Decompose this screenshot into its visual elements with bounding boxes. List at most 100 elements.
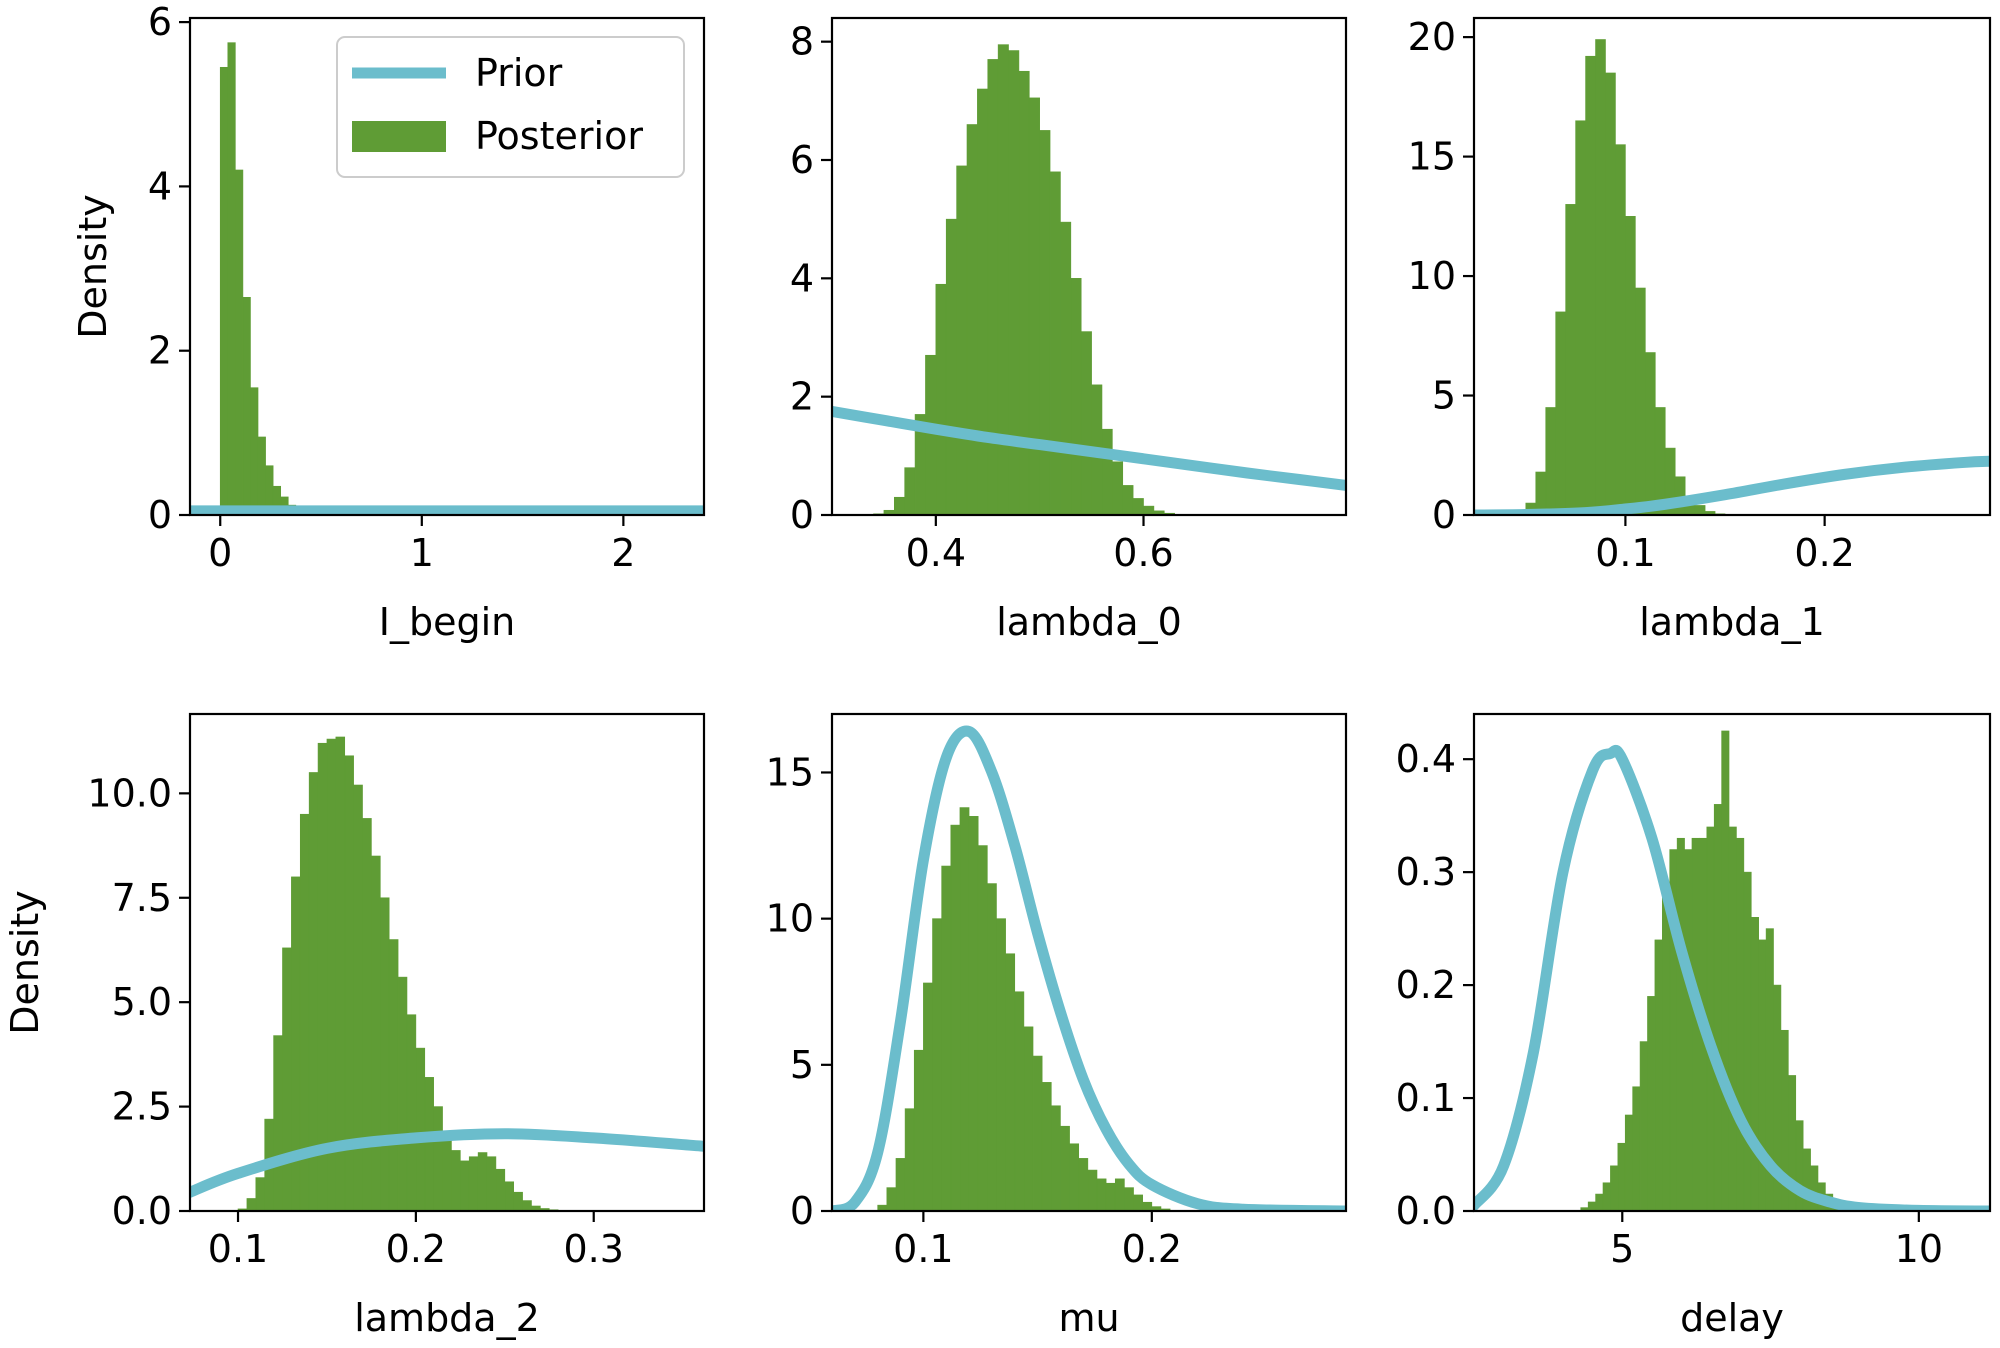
y-tick-label: 6 xyxy=(790,138,814,182)
x-axis-label: lambda_0 xyxy=(996,600,1182,644)
prior-line xyxy=(190,1128,704,1198)
posterior-bar xyxy=(1565,204,1576,515)
prior-line xyxy=(1474,745,1990,1211)
posterior-bar xyxy=(1674,476,1686,515)
y-axis-label: Density xyxy=(3,890,47,1034)
y-tick-label: 4 xyxy=(790,256,814,300)
posterior-bar xyxy=(495,1168,506,1211)
posterior-bar xyxy=(1654,407,1666,515)
y-tick-label: 0.3 xyxy=(1396,850,1456,894)
x-tick-label: 0.3 xyxy=(564,1227,624,1271)
posterior-bar xyxy=(1132,498,1144,515)
posterior-bar xyxy=(1105,1182,1116,1211)
y-tick-label: 10 xyxy=(766,897,814,941)
posterior-bar xyxy=(242,297,251,515)
posterior-bar xyxy=(1694,505,1706,515)
posterior-bar xyxy=(945,218,957,515)
x-axis-label: delay xyxy=(1680,1296,1784,1340)
posterior-bar xyxy=(932,918,942,1211)
posterior-bar xyxy=(362,818,372,1211)
posterior-bar xyxy=(1051,1105,1061,1211)
posterior-bar xyxy=(486,1156,497,1211)
posterior-bar xyxy=(468,1156,479,1211)
posterior-bar xyxy=(1632,1086,1641,1211)
posterior-bar xyxy=(904,1108,915,1211)
posterior-bar xyxy=(1114,1178,1125,1211)
posterior-bar xyxy=(1721,730,1730,1211)
posterior-bar xyxy=(1736,837,1745,1211)
posterior-bar xyxy=(1069,1143,1080,1211)
axes-frame xyxy=(188,712,706,1213)
axes-frame xyxy=(830,16,1348,517)
posterior-bar xyxy=(941,865,952,1211)
posterior-bar xyxy=(904,467,916,515)
posterior-bar xyxy=(1112,461,1124,515)
posterior-bar xyxy=(1545,407,1556,515)
y-tick-label: 0.2 xyxy=(1396,963,1456,1007)
panel-lambda_2: 0.1 0.2 0.3 0.0 2.5 5.0 7.5 10.0 lambda_2 Density xyxy=(3,712,706,1340)
prior-line xyxy=(832,725,1346,1211)
y-tick-label: 0 xyxy=(790,493,814,537)
posterior-bar xyxy=(950,824,961,1211)
plot-area xyxy=(190,736,704,1211)
posterior-bar xyxy=(959,807,970,1211)
legend: Prior Posterior xyxy=(336,36,685,178)
y-tick-label: 8 xyxy=(790,20,814,64)
x-tick-label: 0.4 xyxy=(906,531,966,575)
posterior-bar xyxy=(987,883,997,1211)
panel-lambda_0: 0.4 0.6 0 2 4 6 8 lambda_0 xyxy=(790,16,1348,644)
posterior-bar xyxy=(1624,1114,1633,1211)
posterior-bar xyxy=(977,845,988,1211)
posterior-bar xyxy=(1750,917,1759,1211)
x-axis-label: lambda_1 xyxy=(1639,600,1825,644)
posterior-bar xyxy=(1758,939,1767,1211)
posterior-bar xyxy=(273,1035,283,1211)
posterior-bar xyxy=(1810,1165,1819,1211)
y-tick-label: 0 xyxy=(148,493,172,537)
posterior-bar xyxy=(380,897,390,1211)
x-tick-label: 10 xyxy=(1895,1227,1943,1271)
posterior-bar xyxy=(1535,471,1547,515)
posterior-bar xyxy=(1032,1055,1043,1211)
posterior-bar xyxy=(1133,1194,1143,1211)
y-tick-label: 20 xyxy=(1408,15,1456,59)
posterior-bar xyxy=(1014,991,1025,1211)
y-tick-label: 7.5 xyxy=(112,876,172,920)
y-tick-label: 10 xyxy=(1408,254,1456,298)
posterior-bar xyxy=(925,354,937,515)
posterior-bar xyxy=(1713,804,1722,1211)
posterior-bar xyxy=(987,59,999,515)
posterior-bar xyxy=(1039,130,1051,515)
posterior-bar xyxy=(1684,849,1693,1211)
y-tick-label: 0.0 xyxy=(112,1189,172,1233)
posterior-bar xyxy=(1587,1201,1596,1211)
x-axis-label: lambda_2 xyxy=(354,1296,540,1340)
posterior-bar xyxy=(257,436,266,515)
posterior-bar xyxy=(255,1177,265,1211)
panel-mu: 0.1 0.2 0 5 10 15 mu xyxy=(766,712,1348,1340)
posterior-bar xyxy=(1087,1169,1098,1211)
plot-area xyxy=(832,44,1346,515)
y-tick-label: 5 xyxy=(1432,374,1456,418)
posterior-bar xyxy=(326,738,337,1211)
x-tick-label: 1 xyxy=(410,531,434,575)
posterior-bar xyxy=(406,1014,417,1211)
posterior-bar xyxy=(442,1131,452,1211)
posterior-bar xyxy=(996,918,1006,1211)
posterior-bar xyxy=(1096,1178,1107,1211)
posterior-bar xyxy=(1142,1201,1153,1211)
y-tick-label: 5.0 xyxy=(112,980,172,1024)
y-tick-label: 0.1 xyxy=(1396,1076,1456,1120)
posterior-bar xyxy=(1555,311,1566,515)
x-axis-label: I_begin xyxy=(379,600,515,644)
posterior-bar xyxy=(1635,287,1646,515)
y-tick-label: 2 xyxy=(148,329,172,373)
y-tick-label: 0.4 xyxy=(1396,737,1456,781)
posterior-bar xyxy=(250,387,259,515)
posterior-bar xyxy=(227,42,236,515)
axes-frame xyxy=(1472,712,1992,1213)
posterior-bar xyxy=(1617,1142,1626,1211)
posterior-bar xyxy=(1654,939,1663,1211)
posterior-bar xyxy=(1802,1148,1811,1211)
